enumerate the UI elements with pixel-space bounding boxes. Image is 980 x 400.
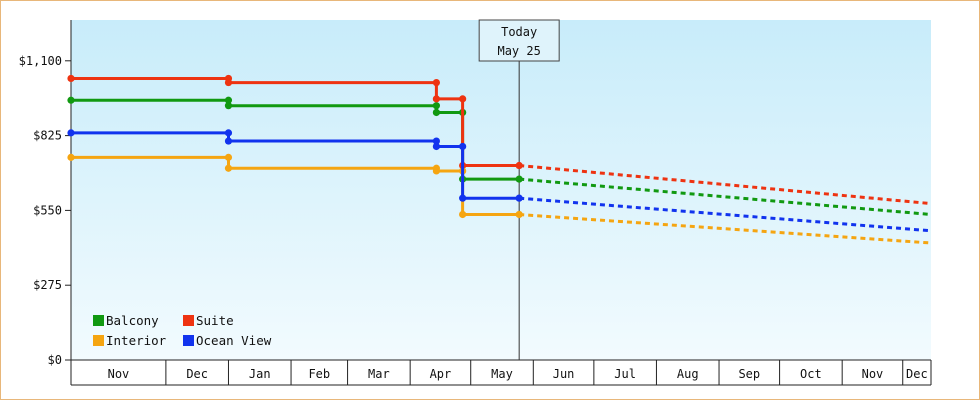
x-tick-label: Jan bbox=[249, 367, 271, 381]
data-point bbox=[432, 102, 440, 110]
data-point bbox=[515, 210, 523, 219]
series-ocean-view bbox=[67, 129, 932, 233]
legend-swatch bbox=[183, 315, 194, 326]
x-tick-label: Nov bbox=[108, 367, 130, 381]
legend-swatch bbox=[93, 335, 104, 346]
legend-label: Ocean View bbox=[196, 333, 272, 348]
data-point bbox=[515, 161, 523, 170]
x-tick-label: Sep bbox=[738, 367, 760, 381]
legend-label: Interior bbox=[106, 333, 167, 348]
x-tick-label: Nov bbox=[862, 367, 884, 381]
y-tick-label: $825 bbox=[33, 129, 62, 143]
y-axis: $0 $275 $550 $825 $1,100 bbox=[19, 20, 72, 367]
legend-label: Suite bbox=[196, 313, 234, 328]
legend-label: Balcony bbox=[106, 313, 159, 328]
x-tick-label: May bbox=[491, 367, 513, 381]
data-point bbox=[515, 175, 523, 183]
legend: Balcony Suite Interior Ocean View bbox=[93, 313, 272, 348]
x-tick-label: Dec bbox=[906, 367, 928, 381]
y-tick-label: $0 bbox=[48, 353, 62, 367]
legend-swatch bbox=[93, 315, 104, 326]
x-tick-label: Apr bbox=[430, 367, 452, 381]
data-point bbox=[224, 129, 233, 137]
today-date: May 25 bbox=[497, 44, 540, 58]
y-tick-label: $1,100 bbox=[19, 54, 62, 68]
forecast-line bbox=[519, 213, 932, 245]
data-point bbox=[224, 96, 233, 104]
data-point bbox=[67, 129, 75, 137]
data-point bbox=[459, 95, 467, 103]
data-point bbox=[432, 108, 440, 117]
series-layer bbox=[67, 74, 932, 245]
data-point bbox=[224, 164, 233, 172]
series-interior bbox=[67, 153, 932, 245]
data-point bbox=[432, 142, 440, 151]
today-label: Today bbox=[501, 25, 537, 39]
x-axis: Nov Dec Jan Feb Mar Apr May Jun Jul Aug Sep Oct Nov D… bbox=[70, 359, 932, 386]
data-point bbox=[432, 167, 440, 175]
x-tick-label: Mar bbox=[368, 367, 390, 381]
data-point bbox=[432, 137, 440, 145]
forecast-line bbox=[519, 177, 932, 216]
x-tick-label: Jun bbox=[553, 367, 575, 381]
x-tick-label: Oct bbox=[800, 367, 822, 381]
data-point bbox=[224, 78, 233, 87]
data-point bbox=[67, 96, 75, 104]
data-point bbox=[515, 194, 523, 202]
x-tick-label: Feb bbox=[308, 367, 330, 381]
data-point bbox=[67, 74, 75, 83]
data-point bbox=[459, 142, 467, 151]
y-tick-label: $275 bbox=[33, 278, 62, 292]
forecast-line bbox=[519, 164, 932, 206]
x-tick-label: Dec bbox=[186, 367, 208, 381]
y-tick-label: $550 bbox=[33, 203, 62, 217]
x-tick-label: Aug bbox=[677, 367, 699, 381]
forecast-line bbox=[519, 196, 932, 233]
today-box bbox=[478, 19, 560, 62]
data-point bbox=[67, 153, 75, 161]
today-marker: Today May 25 bbox=[478, 19, 560, 360]
plot-background bbox=[71, 20, 931, 360]
legend-swatch bbox=[183, 335, 194, 346]
data-point bbox=[224, 102, 233, 110]
data-point bbox=[432, 78, 440, 87]
data-point bbox=[224, 137, 233, 145]
data-point bbox=[459, 194, 467, 202]
data-point bbox=[224, 153, 233, 161]
data-point bbox=[432, 95, 440, 103]
x-tick-label: Jul bbox=[614, 367, 636, 381]
data-point bbox=[459, 210, 467, 219]
